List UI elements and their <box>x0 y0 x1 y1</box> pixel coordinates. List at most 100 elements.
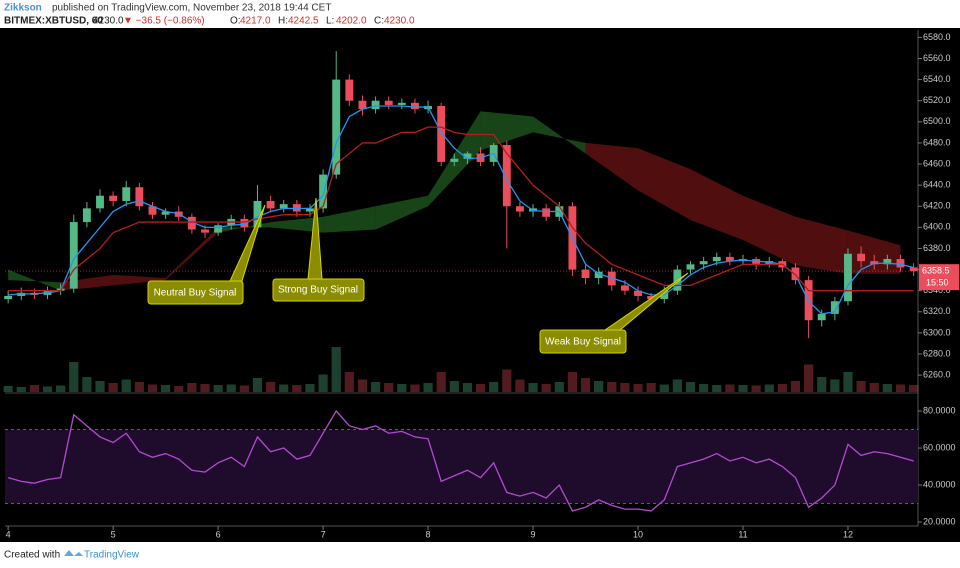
candle-body <box>122 187 131 201</box>
volume-bar <box>213 385 223 392</box>
footer-brand: TradingView <box>84 550 140 561</box>
cloud-segment <box>690 169 744 241</box>
last-price-box <box>919 264 959 291</box>
volume-bar <box>121 379 131 392</box>
annotation-box <box>272 278 365 302</box>
volume-bar <box>594 381 604 392</box>
ohlc-label: C: <box>374 16 384 27</box>
volume-bar <box>567 372 578 392</box>
candle-body <box>266 200 275 209</box>
volume-bar <box>699 384 709 392</box>
footer-created: Created with <box>4 550 60 561</box>
ohlc-label: O: <box>230 16 241 27</box>
volume-bar <box>370 382 381 392</box>
x-tick-label: 7 <box>321 529 326 539</box>
volume-bar <box>502 369 512 392</box>
y-tick-label: 6500.0 <box>923 116 951 126</box>
y-tick-label: 6320.0 <box>923 306 951 316</box>
plot: 6260.06280.06300.06320.06340.06360.06380… <box>3 32 959 539</box>
candle-body <box>109 195 118 201</box>
candle-body <box>647 295 656 300</box>
candle-body <box>397 102 406 105</box>
ohlc-value: 4217.0 <box>240 16 271 27</box>
y-tick-label: 6440.0 <box>923 180 951 190</box>
volume-bar <box>82 377 92 392</box>
volume-bar <box>633 384 643 392</box>
volume-bar <box>777 384 787 392</box>
candle-body <box>542 208 551 217</box>
volume-bar <box>252 378 263 392</box>
x-tick-label: 4 <box>6 529 11 539</box>
change: ▼ −36.5 (−0.86%) <box>123 16 205 27</box>
candle-body <box>634 290 642 296</box>
candle-body <box>791 267 800 281</box>
cloud-segment <box>323 206 376 233</box>
volume-bar <box>187 383 197 392</box>
indicator-line <box>8 105 914 315</box>
volume-bar <box>908 385 919 392</box>
y-tick-label: 80.0000 <box>923 405 956 415</box>
volume-bar <box>344 372 354 392</box>
candle-body <box>214 225 223 233</box>
cloud-segment <box>270 216 324 233</box>
y-tick-label: 6400.0 <box>923 222 951 232</box>
candle-body <box>463 153 472 159</box>
candle-body <box>450 158 459 162</box>
y-tick-label: 6540.0 <box>923 74 951 84</box>
candle-body <box>69 222 78 289</box>
candle-body <box>319 174 328 209</box>
volume-bar <box>751 385 761 392</box>
rsi-band <box>5 429 918 504</box>
volume-bar <box>817 377 827 392</box>
candle-body <box>502 145 511 207</box>
volume-bar <box>843 372 853 392</box>
volume-bar <box>3 386 13 392</box>
volume-bar <box>869 383 879 392</box>
cloud-segment <box>638 148 691 220</box>
volume-bar <box>174 386 184 392</box>
candle-body <box>306 208 314 212</box>
volume-bar <box>659 384 669 392</box>
volume-bar <box>318 374 328 392</box>
volume-bar <box>804 364 814 392</box>
brand-icon <box>64 550 83 556</box>
symbol: BITMEX:XBTUSD, 60 <box>4 16 103 27</box>
candle-body <box>187 216 196 230</box>
volume-bar <box>541 384 551 392</box>
annotation-box <box>539 329 627 354</box>
candle-body <box>384 100 393 105</box>
candle-body <box>515 206 524 212</box>
x-tick-label: 12 <box>843 529 853 539</box>
published: published on TradingView.com, November 2… <box>52 3 331 14</box>
annotation: Weak Buy Signal <box>539 272 689 354</box>
x-tick-label: 11 <box>738 529 747 539</box>
candle-body <box>161 211 170 215</box>
volume-bar <box>42 386 53 392</box>
volume-bar <box>515 379 525 392</box>
volume-bar <box>738 385 748 392</box>
x-tick-label: 10 <box>633 529 643 539</box>
cloud-segment <box>795 216 848 274</box>
y-tick-label: 6260.0 <box>923 369 951 379</box>
volume-bar <box>357 379 368 392</box>
candle-body <box>332 79 341 175</box>
footer-background <box>0 542 960 568</box>
volume-bar <box>305 384 315 392</box>
volume-bar <box>895 384 906 392</box>
ohlc-value: 4242.5 <box>288 16 319 27</box>
volume-bar <box>397 384 407 392</box>
candle-body <box>581 269 590 279</box>
ohlc-label: L: <box>326 16 334 27</box>
volume-bar <box>620 383 630 392</box>
last-price-label: 6358.5 <box>922 266 950 276</box>
volume-bar <box>764 384 774 392</box>
volume-bar <box>436 372 446 392</box>
cloud-segment <box>533 116 586 154</box>
candle-body <box>201 229 209 233</box>
candle-body <box>699 261 708 265</box>
y-tick-label: 20.0000 <box>923 516 956 526</box>
volume-bar <box>449 381 459 392</box>
y-tick-label: 6300.0 <box>923 327 951 337</box>
candle-body <box>345 79 354 101</box>
